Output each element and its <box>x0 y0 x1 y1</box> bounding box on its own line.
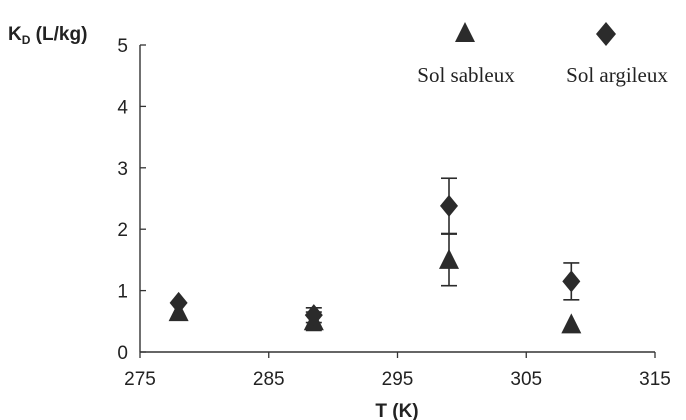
y-tick-label: 2 <box>117 220 128 241</box>
y-tick-label: 1 <box>117 282 128 303</box>
legend-diamond-marker <box>596 22 616 46</box>
x-tick-label: 295 <box>382 369 414 390</box>
diamond-point <box>169 291 188 314</box>
y-tick-label: 4 <box>117 97 128 118</box>
y-axis-label: KD (L/kg) <box>8 24 87 47</box>
diamond-point <box>440 194 458 217</box>
axes <box>139 45 655 353</box>
y-tick-label: 0 <box>117 343 128 364</box>
triangle-point <box>561 313 582 334</box>
legend: Sol sableux Sol argileux <box>417 22 668 87</box>
y-axis-label-subscript: D <box>22 33 31 47</box>
data-points <box>168 194 582 334</box>
diamond-point <box>562 270 581 293</box>
y-tick-label: 5 <box>117 36 128 57</box>
ticks: 0 1 2 3 4 5 275 285 295 305 315 <box>117 36 670 390</box>
legend-label-sol-sableux: Sol sableux <box>417 63 515 87</box>
error-bars <box>305 177 580 332</box>
y-axis-label-unit: (L/kg) <box>30 24 87 45</box>
legend-label-sol-argileux: Sol argileux <box>566 63 668 87</box>
legend-triangle-marker <box>455 22 475 42</box>
y-tick-label: 3 <box>117 159 128 180</box>
diamond-point <box>304 304 323 327</box>
triangle-point <box>439 248 459 269</box>
x-axis-label: T (K) <box>375 401 418 420</box>
x-tick-label: 305 <box>510 369 542 390</box>
y-axis-label-symbol: K <box>8 24 22 45</box>
x-tick-label: 285 <box>253 369 285 390</box>
x-tick-label: 315 <box>639 369 671 390</box>
x-tick-label: 275 <box>124 369 156 390</box>
